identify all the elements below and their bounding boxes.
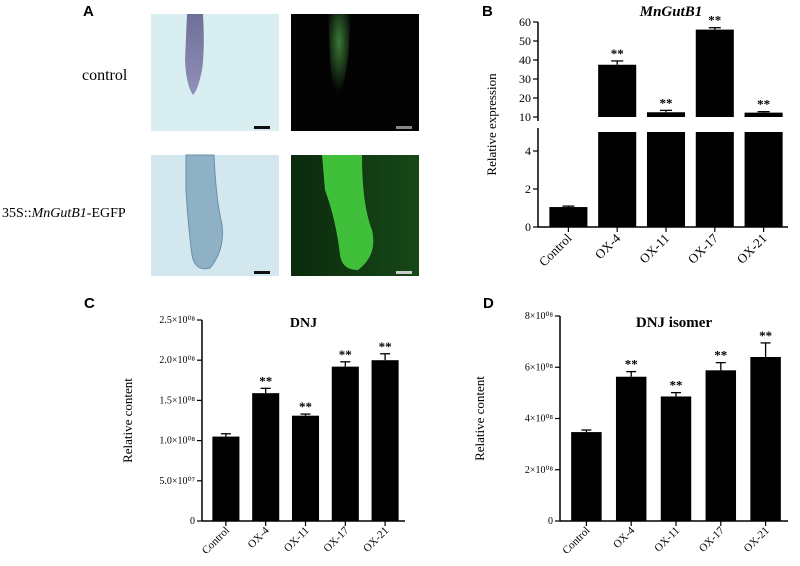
bar [571, 432, 602, 521]
construct-suffix: -EGFP [87, 206, 126, 221]
x-tick-label: OX-11 [636, 231, 672, 267]
scale-bar [254, 271, 270, 274]
significance-label: ** [299, 399, 312, 414]
significance-label: ** [611, 46, 624, 61]
chart-b: MnGutB1 10 20 30 40 50 60 0 2 4 Relative expressio… [484, 4, 788, 269]
x-tick-label: Control [560, 525, 592, 557]
y-tick-label: 0 [548, 516, 553, 527]
significance-label: ** [660, 95, 673, 110]
chart-title: DNJ [290, 316, 317, 331]
bar [705, 370, 737, 521]
y-tick-label: 50 [519, 34, 531, 48]
y-tick-label: 30 [519, 72, 531, 86]
bar [331, 366, 359, 521]
panel-d: D DNJ isomer 0 2×10⁰⁸ 4×10⁰⁸ 6×10⁰⁸ 8×10⁰⁸ Rel… [472, 295, 788, 557]
significance-label: ** [339, 347, 352, 362]
y-tick-label: 4 [525, 144, 531, 158]
scale-bar [396, 271, 412, 274]
significance-label: ** [625, 357, 638, 372]
chart-d: DNJ isomer 0 2×10⁰⁸ 4×10⁰⁸ 6×10⁰⁸ 8×10⁰⁸ Relat… [472, 311, 788, 557]
y-tick-label: 2.0×10⁰⁸ [159, 355, 195, 366]
micrograph-brightfield-control [151, 14, 279, 131]
panel-b: B MnGutB1 10 20 30 40 50 60 0 2 4 Relative express… [482, 3, 788, 269]
y-tick-label: 60 [519, 15, 531, 29]
panel-letter-b: B [482, 3, 493, 20]
x-tick-label: OX-17 [685, 230, 721, 266]
bar [371, 360, 399, 521]
chart-title: DNJ isomer [636, 315, 713, 331]
significance-label: ** [708, 13, 721, 28]
significance-label: ** [670, 378, 683, 393]
bar-upper [744, 112, 783, 117]
bar [252, 393, 280, 521]
chart-title: MnGutB1 [639, 4, 703, 20]
bar [750, 357, 781, 521]
y-tick-label: 5.0×10⁰⁷ [159, 476, 195, 487]
scale-bar [254, 126, 270, 129]
chart-c: DNJ 0 5.0×10⁰⁷ 1.0×10⁰⁸ 1.5×10⁰⁸ 2.0×10⁰⁸ 2.5×… [120, 315, 405, 557]
row-label-control: control [82, 67, 128, 84]
bar-lower [744, 132, 783, 227]
construct-gene: MnGutB1 [31, 206, 87, 221]
bar-lower [598, 132, 637, 227]
micrograph-fluorescence-control [291, 14, 419, 131]
bar-upper [646, 112, 686, 117]
y-tick-label: 2 [525, 182, 531, 196]
bar-upper [695, 29, 734, 118]
significance-label: ** [759, 328, 772, 343]
x-tick-label: OX-4 [611, 524, 638, 551]
y-tick-label: 6×10⁰⁸ [525, 362, 554, 373]
row-label-construct: 35S::MnGutB1-EGFP [2, 206, 126, 221]
micrograph-fluorescence-construct [291, 155, 419, 276]
x-tick-label: OX-11 [282, 525, 312, 555]
x-tick-label: Control [200, 525, 232, 557]
panel-c: C DNJ 0 5.0×10⁰⁷ 1.0×10⁰⁸ 1.5×10⁰⁸ 2.0×10⁰⁸ 2.… [84, 295, 405, 557]
y-tick-label: 10 [519, 110, 531, 124]
y-axis-label: Relative content [120, 378, 135, 463]
bar-lower [646, 132, 686, 227]
significance-label: ** [379, 339, 392, 354]
significance-label: ** [757, 97, 770, 112]
y-tick-label: 0 [525, 220, 531, 234]
x-tick-label: OX-4 [246, 524, 273, 551]
panel-a: A control 35S::MnGutB1-EGFP [2, 3, 419, 276]
y-tick-label: 0 [190, 516, 195, 527]
x-tick-label: OX-17 [321, 524, 351, 554]
x-tick-label: Control [536, 230, 575, 269]
y-tick-label: 1.0×10⁰⁸ [159, 436, 195, 447]
y-tick-label: 2.5×10⁰⁸ [159, 315, 195, 326]
x-tick-label: OX-11 [652, 525, 682, 555]
panel-letter-a: A [83, 3, 94, 20]
y-tick-label: 40 [519, 53, 531, 67]
bar [549, 207, 588, 227]
y-tick-label: 2×10⁰⁸ [525, 465, 554, 476]
x-tick-label: OX-17 [697, 524, 727, 554]
bar [660, 396, 692, 521]
bar [291, 415, 320, 521]
x-tick-label: OX-21 [742, 525, 772, 555]
significance-label: ** [259, 373, 272, 388]
y-tick-label: 4×10⁰⁸ [525, 414, 554, 425]
y-tick-label: 20 [519, 91, 531, 105]
y-tick-label: 8×10⁰⁸ [525, 311, 554, 322]
bar [615, 376, 647, 521]
x-tick-label: OX-4 [592, 230, 624, 262]
panel-letter-d: D [483, 295, 494, 312]
construct-prefix: 35S:: [2, 206, 32, 221]
significance-label: ** [714, 348, 727, 363]
bar-lower [695, 132, 734, 227]
y-tick-label: 1.5×10⁰⁸ [159, 395, 195, 406]
micrograph-brightfield-construct [151, 154, 279, 276]
bar [212, 436, 240, 521]
x-tick-label: OX-21 [734, 231, 770, 267]
x-tick-label: OX-21 [361, 525, 391, 555]
scale-bar [396, 126, 412, 129]
y-axis-label: Relative content [472, 376, 487, 461]
y-axis-label: Relative expression [484, 73, 499, 176]
panel-letter-c: C [84, 295, 95, 312]
bar-upper [598, 64, 637, 117]
